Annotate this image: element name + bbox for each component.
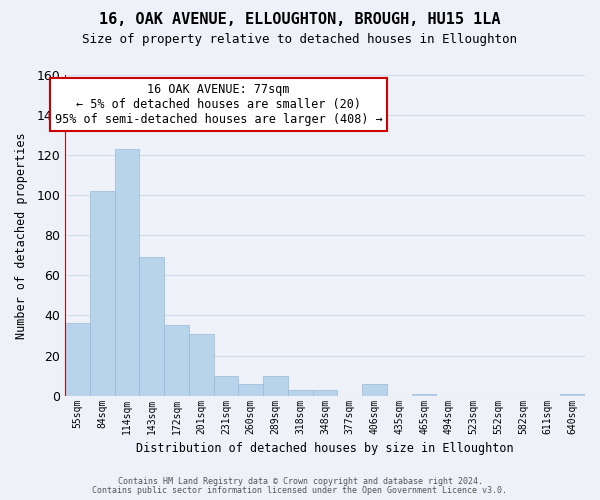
Bar [238,384,263,396]
Y-axis label: Number of detached properties: Number of detached properties [15,132,28,338]
Bar [164,326,189,396]
Text: 16 OAK AVENUE: 77sqm
← 5% of detached houses are smaller (20)
95% of semi-detach: 16 OAK AVENUE: 77sqm ← 5% of detached ho… [55,83,382,126]
Text: Size of property relative to detached houses in Elloughton: Size of property relative to detached ho… [83,32,517,46]
Bar [90,191,115,396]
Text: Contains HM Land Registry data © Crown copyright and database right 2024.: Contains HM Land Registry data © Crown c… [118,477,482,486]
Text: Contains public sector information licensed under the Open Government Licence v3: Contains public sector information licen… [92,486,508,495]
Bar [65,324,90,396]
Bar [115,149,139,396]
Bar [288,390,313,396]
Bar [560,394,585,396]
X-axis label: Distribution of detached houses by size in Elloughton: Distribution of detached houses by size … [136,442,514,455]
Bar [362,384,387,396]
Text: 16, OAK AVENUE, ELLOUGHTON, BROUGH, HU15 1LA: 16, OAK AVENUE, ELLOUGHTON, BROUGH, HU15… [99,12,501,28]
Bar [139,258,164,396]
Bar [263,376,288,396]
Bar [412,394,436,396]
Bar [189,334,214,396]
Bar [214,376,238,396]
Bar [313,390,337,396]
